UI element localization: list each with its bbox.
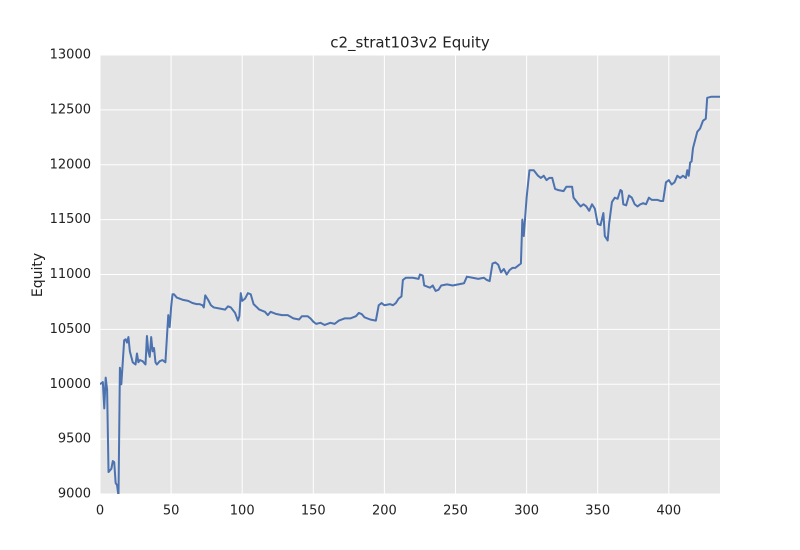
y-tick-label: 9500 [58,432,91,447]
equity-line [100,95,720,494]
y-tick-label: 11500 [50,212,91,227]
x-tick-label: 0 [96,504,104,519]
y-tick-label: 10000 [50,377,91,392]
x-tick-label: 200 [372,504,397,519]
x-tick-label: 350 [585,504,610,519]
x-tick-label: 250 [443,504,468,519]
x-tick-label: 300 [514,504,539,519]
x-tick-label: 100 [230,504,255,519]
y-tick-label: 12000 [50,157,91,172]
x-tick-label: 50 [163,504,180,519]
y-tick-label: 11000 [50,267,91,282]
chart-title: c2_strat103v2 Equity [330,34,490,53]
y-tick-label: 9000 [58,487,91,502]
y-axis-label: Equity [30,253,46,297]
y-tick-label: 12500 [50,102,91,117]
x-tick-label: 400 [656,504,681,519]
y-tick-label: 13000 [50,48,91,63]
x-tick-label: 150 [301,504,326,519]
y-tick-label: 10500 [50,322,91,337]
